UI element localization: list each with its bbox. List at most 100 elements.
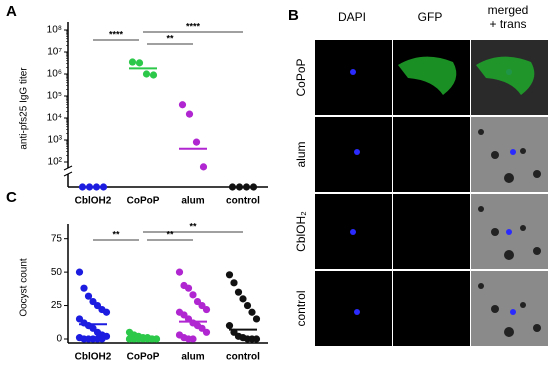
x-tick-label: alum [181,196,204,207]
y-tick-label: 10⁷ [47,47,62,58]
debris [478,129,484,135]
significance: ** [189,221,197,231]
nucleus [510,309,516,315]
point [242,183,251,191]
point [248,308,256,316]
row-label: CblOH₂ [294,211,308,252]
point [192,138,201,146]
debris [491,151,499,159]
point [78,183,87,191]
debris [520,148,526,154]
x-tick-label: CblOH2 [75,196,112,207]
micrograph [315,117,392,192]
panel-letter: B [288,7,299,24]
axis-break [63,165,73,171]
y-axis-title: Oocyst count [19,258,30,317]
axis-break [63,171,73,177]
point [85,183,94,191]
point [185,110,194,118]
debris [504,250,514,260]
column-header: + trans [489,17,526,31]
point [75,268,84,276]
point [234,288,243,296]
column-header: DAPI [338,10,366,24]
point [252,335,261,343]
point [178,101,187,109]
y-tick-label: 25 [51,300,63,311]
point [184,284,193,292]
x-tick-label: CoPoP [127,196,160,207]
panel-letter: A [6,3,17,20]
row-label: CoPoP [294,58,308,96]
point [135,59,144,67]
y-tick-label: 50 [51,267,63,278]
point [80,284,88,292]
column-header: merged [488,3,529,17]
micrograph [393,271,470,346]
y-tick-label: 0 [56,334,62,345]
row-label: control [294,290,308,326]
column-header: GFP [418,10,443,24]
point [128,58,137,66]
point [92,183,101,191]
point [149,71,158,79]
nucleus [354,149,360,155]
point [84,292,93,300]
debris [491,228,499,236]
parasite [398,56,457,95]
micrograph [315,40,392,115]
point [239,295,247,303]
y-tick-label: 10⁶ [47,69,62,80]
debris [478,206,484,212]
point [249,183,258,191]
debris [478,283,484,289]
micrograph [393,194,470,269]
panel-letter: C [6,189,17,206]
row-label: alum [294,141,308,167]
y-tick-label: 10⁵ [47,91,62,102]
x-tick-label: CoPoP [127,352,160,363]
debris [533,247,541,255]
point [225,322,234,330]
point [98,335,106,343]
point [252,315,261,323]
point [225,271,234,279]
x-tick-label: control [226,352,260,363]
debris [504,327,514,337]
micrograph [315,271,392,346]
nucleus [350,69,356,75]
debris [533,324,541,332]
nucleus [354,309,360,315]
significance: ** [166,229,174,239]
point [142,70,151,78]
point [175,268,184,276]
significance: ** [166,33,174,43]
nucleus [506,229,512,235]
y-tick-label: 10³ [48,135,63,146]
debris [520,302,526,308]
y-axis-title: anti-pfs25 IgG titer [19,67,30,150]
point [152,335,161,343]
point [228,183,237,191]
debris [504,173,514,183]
x-tick-label: CblOH2 [75,352,112,363]
significance: ** [112,229,120,239]
point [99,183,108,191]
point [235,183,244,191]
debris [520,225,526,231]
debris [491,305,499,313]
point [202,328,211,336]
x-tick-label: control [226,196,260,207]
point [189,291,197,299]
point [130,335,138,343]
point [102,308,111,316]
y-tick-label: 75 [51,233,63,244]
nucleus [510,149,516,155]
y-tick-label: 10⁴ [47,113,62,124]
debris [533,170,541,178]
point [202,305,211,314]
y-tick-label: 10² [48,157,63,168]
significance: **** [186,21,201,31]
parasite [476,56,535,95]
